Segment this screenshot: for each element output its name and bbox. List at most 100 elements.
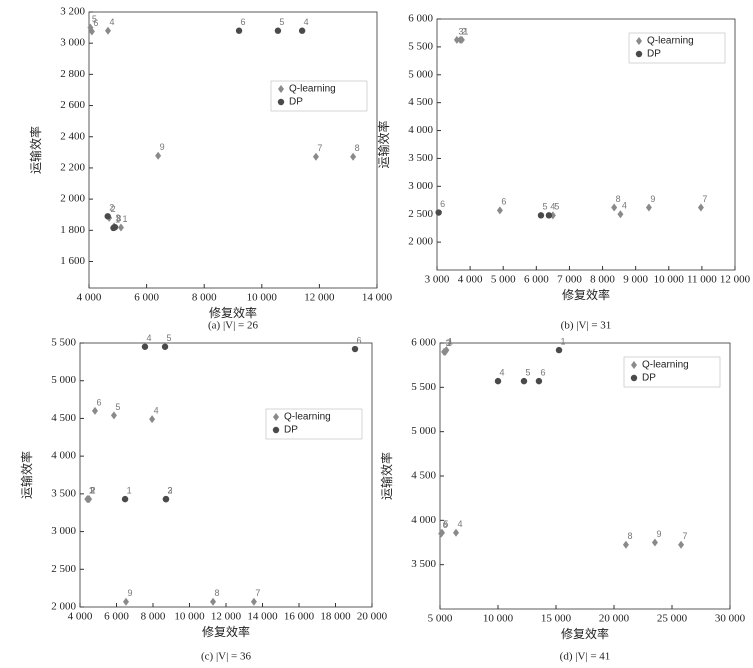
point-label: 2 [462, 26, 467, 36]
point-label: 3 [90, 486, 95, 496]
legend-label: DP [647, 49, 661, 60]
caption: (c) |V| = 36 [201, 651, 252, 663]
point-label: 3 [116, 213, 121, 223]
y-tick-label: 2 000 [51, 601, 76, 613]
point-label: 5 [554, 202, 559, 212]
point [496, 206, 503, 215]
point-label: 3 [446, 338, 451, 348]
point [453, 528, 460, 537]
y-tick-label: 3 500 [51, 487, 76, 499]
point-label: 8 [215, 588, 220, 598]
plot-frame [436, 18, 736, 271]
x-tick-label: 6 000 [524, 274, 549, 286]
point [697, 203, 704, 212]
y-tick-label: 2 000 [408, 236, 433, 248]
y-tick-label: 4 500 [408, 96, 433, 108]
x-axis-label: 修复效率 [562, 287, 610, 302]
legend-marker [631, 361, 637, 369]
y-tick-label: 3 000 [60, 37, 85, 49]
point-label: 3 [458, 26, 463, 36]
point-label: 6 [443, 520, 448, 530]
legend-marker [273, 413, 279, 421]
x-tick-label: 3 000 [425, 274, 450, 286]
y-axis-label: 运输效率 [376, 120, 391, 168]
point [438, 529, 445, 538]
y-tick-label: 3 000 [408, 180, 433, 192]
x-tick-label: 6 000 [104, 611, 129, 623]
y-tick-label: 3 500 [411, 558, 436, 570]
y-tick-label: 1 800 [60, 224, 85, 236]
point [545, 212, 553, 219]
x-tick-label: 20 000 [357, 611, 388, 623]
point-label: 1 [463, 26, 468, 36]
y-tick-label: 3 000 [51, 525, 76, 537]
legend-marker [636, 37, 642, 45]
point-label: 3 [167, 486, 172, 496]
point [88, 27, 95, 36]
y-tick-label: 5 500 [411, 381, 436, 393]
point-label: 6 [93, 18, 98, 28]
x-tick-label: 20 000 [599, 613, 630, 625]
y-tick-label: 5 500 [408, 40, 433, 52]
y-tick-label: 4 500 [51, 412, 76, 424]
point-label: 9 [160, 142, 165, 152]
legend-marker [272, 426, 280, 434]
x-tick-label: 14 000 [247, 611, 278, 623]
x-tick-label: 10 000 [247, 292, 278, 304]
point [458, 35, 465, 44]
point-label: 4 [550, 202, 555, 212]
point [622, 540, 629, 549]
y-tick-label: 2 400 [60, 130, 85, 142]
point-label: 4 [458, 519, 463, 529]
point-label: 7 [683, 531, 688, 541]
point-label: 2 [167, 486, 172, 496]
point [161, 343, 169, 350]
y-tick-label: 2 500 [51, 563, 76, 575]
x-tick-label: 12 000 [211, 611, 242, 623]
x-axis-label: 修复效率 [209, 305, 257, 320]
x-tick-label: 4 000 [77, 292, 102, 304]
point-label: 9 [656, 529, 661, 539]
y-tick-label: 3 500 [408, 152, 433, 164]
point [105, 26, 112, 35]
x-tick-label: 5 000 [491, 274, 516, 286]
x-tick-label: 4 000 [458, 274, 483, 286]
legend-label: DP [289, 97, 303, 108]
point [155, 151, 162, 160]
point-label: 2 [447, 338, 452, 348]
y-tick-label: 2 800 [60, 68, 85, 80]
point [351, 345, 359, 353]
legend-box [628, 32, 726, 64]
point [520, 377, 528, 385]
legend-box [623, 356, 721, 388]
point-label: 8 [355, 143, 360, 153]
x-tick-label: 4 000 [68, 611, 93, 623]
point-label: 5 [167, 333, 172, 343]
point [117, 223, 124, 232]
point-label: 7 [702, 194, 707, 204]
y-tick-label: 6 000 [408, 13, 433, 25]
point-label: 4 [499, 368, 504, 378]
point-label: 5 [115, 402, 120, 412]
y-axis-label: 运输效率 [28, 126, 43, 174]
x-tick-label: 10 000 [483, 613, 514, 625]
point-label: 4 [146, 333, 151, 343]
point-label: 9 [127, 588, 132, 598]
legend-label: Q-learning [647, 36, 694, 47]
legend-label: DP [284, 425, 298, 436]
point [312, 152, 319, 161]
y-axis-label: 运输效率 [19, 451, 34, 499]
y-tick-label: 5 000 [411, 425, 436, 437]
point [453, 35, 460, 44]
y-tick-label: 2 600 [60, 99, 85, 111]
legend-label: Q-learning [284, 412, 331, 423]
point [110, 411, 117, 420]
x-tick-label: 5 000 [428, 613, 453, 625]
point [110, 224, 117, 232]
y-tick-label: 2 000 [60, 193, 85, 205]
y-tick-label: 6 000 [411, 337, 436, 349]
x-tick-label: 18 000 [320, 611, 351, 623]
caption: (b) |V| = 31 [561, 320, 612, 332]
point-label: 3 [116, 214, 121, 224]
